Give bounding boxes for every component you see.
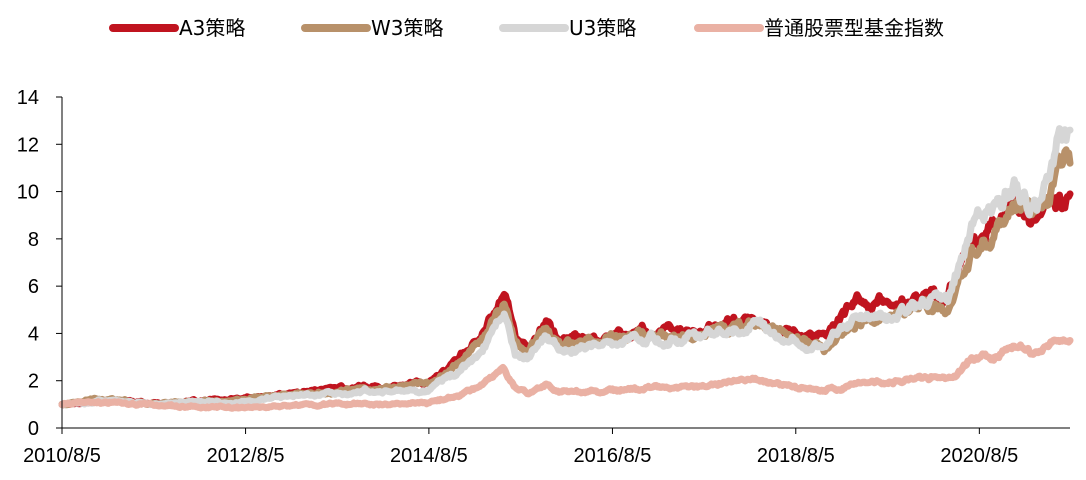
x-tick-label: 2018/8/5 xyxy=(757,445,835,467)
series-line-4 xyxy=(58,336,1074,412)
x-tick-label: 2020/8/5 xyxy=(940,445,1018,467)
legend: A3策略 W3策略 U3策略 普通股票型基金指数 xyxy=(109,16,944,40)
legend-label: 普通股票型基金指数 xyxy=(764,16,944,40)
y-tick-label: 0 xyxy=(28,418,39,440)
y-tick-label: 8 xyxy=(28,229,39,251)
y-ticks: 0 2 4 6 8 10 12 14 xyxy=(17,87,62,440)
x-tick-label: 2016/8/5 xyxy=(574,445,652,467)
y-tick-label: 12 xyxy=(17,134,39,156)
x-ticks: 2010/8/5 2012/8/5 2014/8/5 2016/8/5 2018/8/5… xyxy=(23,428,1018,467)
y-tick-label: 6 xyxy=(28,276,39,298)
series-layer xyxy=(58,125,1074,412)
legend-label: U3策略 xyxy=(569,16,636,40)
x-tick-label: 2010/8/5 xyxy=(23,445,101,467)
x-tick-label: 2014/8/5 xyxy=(390,445,468,467)
series-line-2 xyxy=(58,146,1074,409)
y-tick-label: 4 xyxy=(28,323,39,345)
legend-label: A3策略 xyxy=(179,16,245,40)
x-tick-label: 2012/8/5 xyxy=(207,445,285,467)
y-tick-label: 14 xyxy=(17,87,39,109)
series-line-3 xyxy=(58,125,1074,409)
y-tick-label: 10 xyxy=(17,182,39,204)
legend-label: W3策略 xyxy=(371,16,444,40)
y-tick-label: 2 xyxy=(28,371,39,393)
plot-area: 0 2 4 6 8 10 12 14 2010/8/5 2012/8/5 2014/8/5 2016… xyxy=(17,87,1074,467)
